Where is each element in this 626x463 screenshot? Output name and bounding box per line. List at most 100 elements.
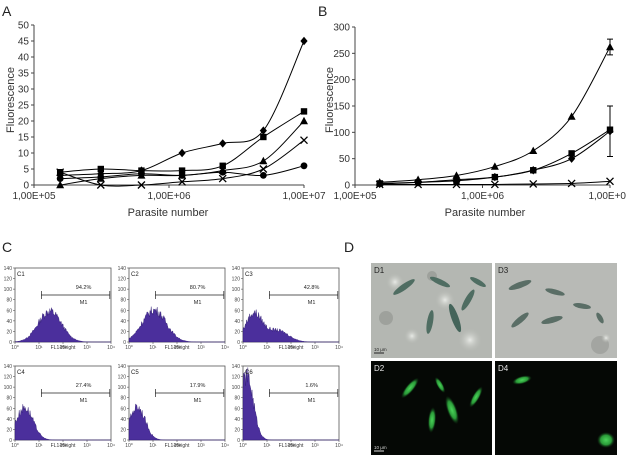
chart-b-xlabel: Parasite number <box>445 207 526 219</box>
histogram-gate <box>41 291 111 299</box>
chart-a-ytick-label: 50 <box>18 21 30 32</box>
histogram-ytick-label: 140 <box>232 266 241 272</box>
histogram-ytick-label: 60 <box>120 406 126 412</box>
histogram-xlabel: FL1-Height <box>279 443 304 449</box>
histogram-ytick-label: 100 <box>118 385 127 391</box>
micrograph-d3-label: D3 <box>498 266 509 275</box>
chart-b-series-cross-point <box>606 177 614 186</box>
chart-a-series-circle-point <box>178 172 186 179</box>
histogram-ytick-label: 80 <box>234 396 240 402</box>
chart-a-series-circle-point <box>259 172 267 179</box>
chart-b-series-triangle-point <box>452 171 461 179</box>
chart-b-series-cross-point <box>375 180 384 189</box>
histogram-ytick-label: 60 <box>234 308 240 314</box>
histogram-ytick-label: 60 <box>6 308 12 314</box>
histogram-gate <box>269 291 339 299</box>
chart-b-series-cross-point <box>529 179 538 188</box>
histogram-xtick-label: 10⁰ <box>239 443 247 449</box>
chart-a-series-circle-point <box>219 168 227 176</box>
chart-b-ytick-label: 200 <box>333 75 350 86</box>
histogram-distribution <box>242 309 339 343</box>
histogram-ytick-label: 120 <box>232 375 241 381</box>
chart-a-series-square-point <box>97 165 105 173</box>
histogram-gate-label: M1 <box>80 398 88 404</box>
histogram-xtick-label: 10² <box>173 443 181 449</box>
histogram-ytick-label: 80 <box>120 298 126 304</box>
micrograph-d1: D1 10 μm <box>371 263 492 358</box>
histogram-xtick-label: 10² <box>287 443 295 449</box>
chart-a-series-cross-point <box>259 165 268 173</box>
chart-b-series-cross-point <box>452 180 461 189</box>
histogram-xtick-label: 10² <box>287 345 295 351</box>
micrograph-d2: D2 10 μm <box>371 361 492 455</box>
chart-b: 0 50 100 150 200 250 300 1,00E+05 1,00E+06 1,00E+… <box>333 23 626 203</box>
histogram-ytick-label: 0 <box>237 438 240 444</box>
histogram-ytick-label: 100 <box>4 287 13 293</box>
chart-b-xtick-label: 1,00E+07 <box>588 191 626 202</box>
histogram-distribution <box>14 307 111 343</box>
histogram-ytick-label: 20 <box>120 329 126 335</box>
chart-a-series-diamond-point <box>300 36 308 46</box>
histogram-ytick-label: 140 <box>4 364 13 370</box>
chart-a-ylabel: Fluorescence <box>5 67 17 133</box>
micrograph-d4: D4 <box>495 361 617 455</box>
histogram-ytick-label: 100 <box>232 385 241 391</box>
panel-letter-a: A <box>2 3 12 19</box>
histogram-percent: 42.8% <box>304 285 320 291</box>
histogram-xtick-label: 10⁴ <box>221 443 229 449</box>
chart-a-series-triangle-point <box>56 180 65 189</box>
chart-a-ytick-label: 25 <box>18 101 30 112</box>
chart-a-ytick-label: 30 <box>18 85 30 96</box>
chart-a-series-cross-point <box>300 136 308 145</box>
histogram-xtick-label: 10⁰ <box>239 345 247 351</box>
histogram-xtick-label: 10⁴ <box>107 345 115 351</box>
histogram-label: C6 <box>245 370 253 376</box>
chart-b-series-diamond-point <box>606 127 614 136</box>
histogram-ytick-label: 120 <box>118 277 127 283</box>
chart-b-xtick-label: 1,00E+06 <box>461 191 505 202</box>
histogram-gate-label: M1 <box>80 300 88 306</box>
chart-b-ytick-label: 150 <box>333 102 350 113</box>
histogram-label: C5 <box>131 370 139 376</box>
histogram-xtick-label: 10² <box>59 345 67 351</box>
chart-b-ytick-label: 0 <box>344 181 350 192</box>
chart-b-series-triangle-point <box>490 162 499 170</box>
histogram-gate-label: M1 <box>194 398 202 404</box>
micrographs: D1 10 μm D3 D2 10 μm <box>371 263 617 455</box>
histogram-xtick-label: 10³ <box>311 443 319 449</box>
histogram-ytick-label: 80 <box>234 298 240 304</box>
chart-a-series-triangle-point <box>300 116 308 125</box>
histogram-ytick-label: 60 <box>6 406 12 412</box>
histogram-ytick-label: 0 <box>123 340 126 346</box>
histogram-xlabel: FL1-Height <box>165 345 190 351</box>
histogram-label: C2 <box>131 272 139 278</box>
chart-a-ytick-label: 45 <box>18 37 30 48</box>
panel-letter-c: C <box>2 239 12 255</box>
chart-a-series-diamond-point <box>219 139 227 148</box>
chart-a-ytick-label: 20 <box>18 117 30 128</box>
histogram-xtick-label: 10² <box>59 443 67 449</box>
histogram-ytick-label: 60 <box>234 406 240 412</box>
chart-b-series-square-point <box>568 150 575 157</box>
histogram-ytick-label: 140 <box>4 266 13 272</box>
histogram-percent: 80.7% <box>190 285 206 291</box>
chart-a-xlabel: Parasite number <box>128 207 209 219</box>
histogram-ytick-label: 20 <box>6 329 12 335</box>
histogram-ytick-label: 80 <box>6 298 12 304</box>
histogram-xtick-label: 10³ <box>83 345 91 351</box>
histogram-c5: 0 20 40 60 80 100 120 140 10⁰ 10¹ 10² 10³ 10⁴ FL1-Hei… <box>118 364 229 449</box>
histogram-xtick-label: 10⁰ <box>11 443 19 449</box>
chart-a-ytick-label: 40 <box>18 53 30 64</box>
histogram-gate <box>269 389 339 397</box>
chart-b-series-triangle-line <box>379 46 611 183</box>
histogram-c2: 0 20 40 60 80 100 120 140 10⁰ 10¹ 10² 10³ 10⁴ FL1-Hei… <box>118 266 229 351</box>
chart-a-ytick-label: 35 <box>18 69 30 80</box>
histogram-ytick-label: 20 <box>234 329 240 335</box>
histogram-ytick-label: 60 <box>120 308 126 314</box>
chart-a-series-circle-point <box>56 175 64 183</box>
histogram-xtick-label: 10³ <box>197 345 205 351</box>
flow-histograms: 0 20 40 60 80 100 120 140 10⁰ 10¹ 10² 10³ 10⁴ FL1-Hei… <box>4 266 343 449</box>
chart-a: 0 5 10 15 20 25 30 35 40 45 50 1,00E+05 1,00E+06 1,00… <box>12 21 326 203</box>
micrograph-d1-label: D1 <box>374 266 385 275</box>
chart-a-series-cross-point <box>178 177 187 186</box>
